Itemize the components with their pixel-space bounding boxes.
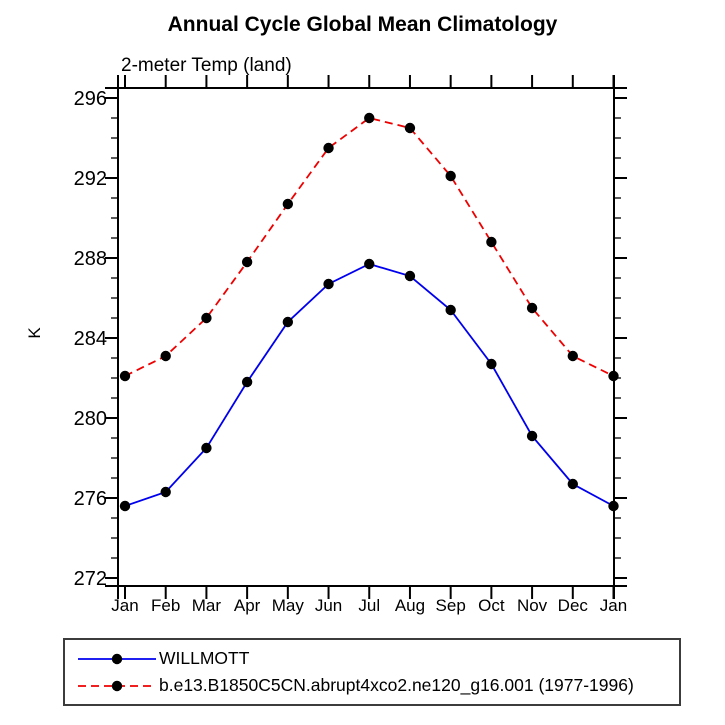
legend-item: b.e13.B1850C5CN.abrupt4xco2.ne120_g16.00…	[77, 672, 679, 699]
legend-label-willmott: WILLMOTT	[159, 648, 250, 668]
y-axis-tick-label: 276	[74, 488, 107, 510]
data-point-marker	[160, 486, 171, 498]
y-axis-tick-label: 284	[74, 328, 107, 350]
y-axis-title: K	[25, 327, 44, 339]
data-series	[119, 112, 619, 512]
y-axis-tick-label: 292	[74, 168, 107, 190]
x-axis-tick-label: Apr	[234, 596, 261, 615]
data-point-marker	[486, 236, 497, 248]
data-point-marker	[201, 442, 212, 454]
dashed-line-marker-icon	[78, 680, 156, 691]
data-point-marker	[404, 270, 416, 282]
x-axis-tick-label: Jan	[600, 596, 627, 615]
x-axis-tick-label: May	[272, 596, 305, 615]
x-axis-tick-label: Feb	[151, 596, 180, 615]
y-axis-tick-label: 272	[74, 568, 107, 590]
data-point-marker	[241, 256, 253, 268]
y-axis-tick-label: 288	[74, 248, 107, 270]
data-point-marker	[608, 370, 619, 382]
data-point-marker	[486, 358, 497, 370]
data-point-marker	[364, 112, 375, 124]
data-point-marker	[160, 350, 171, 362]
data-point-marker	[241, 376, 253, 388]
y-axis-tick-label: 280	[74, 408, 107, 430]
legend: WILLMOTT b.e13.B1850C5CN.abrupt4xco2.ne1…	[63, 638, 681, 706]
data-point-marker	[445, 170, 456, 182]
data-point-marker	[119, 500, 131, 512]
data-point-marker	[323, 142, 334, 154]
data-point-marker	[201, 312, 212, 324]
data-point-marker	[526, 430, 538, 442]
x-axis-tick-label: Sep	[436, 596, 466, 615]
x-axis-tick-label: Jan	[111, 596, 138, 615]
x-axis-tick-label: Oct	[478, 596, 505, 615]
data-point-marker	[323, 278, 334, 290]
series-line-0	[124, 263, 614, 507]
axes: Jan Feb Mar Apr May Jun Jul Aug Sep Oct Nov Dec Jan2…	[74, 75, 627, 615]
x-axis-tick-label: Jun	[315, 596, 342, 615]
data-point-marker	[526, 302, 538, 314]
x-axis-tick-label: Aug	[395, 596, 425, 615]
data-point-marker	[404, 122, 416, 134]
x-axis-tick-label: Dec	[558, 596, 589, 615]
data-point-marker	[119, 370, 131, 382]
data-point-marker	[567, 478, 578, 490]
series-line-1	[124, 117, 614, 377]
data-point-marker	[445, 304, 456, 316]
legend-item: WILLMOTT	[77, 645, 679, 672]
data-point-marker	[282, 198, 294, 210]
x-axis-tick-label: Mar	[192, 596, 222, 615]
x-axis-tick-label: Nov	[517, 596, 548, 615]
chart-subtitle: 2-meter Temp (land)	[121, 55, 292, 76]
data-point-marker	[282, 316, 294, 328]
y-axis-tick-label: 296	[74, 88, 107, 110]
data-point-marker	[364, 258, 375, 270]
data-point-marker	[608, 500, 619, 512]
chart-title: Annual Cycle Global Mean Climatology	[167, 13, 558, 36]
data-point-marker	[567, 350, 578, 362]
x-axis-tick-label: Jul	[358, 596, 380, 615]
solid-line-marker-icon	[78, 653, 156, 664]
legend-label-model: b.e13.B1850C5CN.abrupt4xco2.ne120_g16.00…	[159, 675, 634, 695]
